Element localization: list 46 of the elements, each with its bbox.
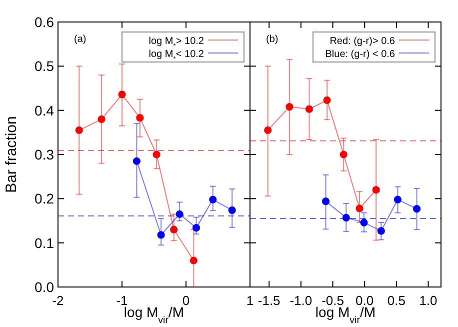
point bbox=[228, 206, 236, 214]
annotation: (b) bbox=[266, 34, 278, 45]
point bbox=[170, 226, 178, 234]
y-axis-title: Bar fraction bbox=[3, 116, 20, 193]
point bbox=[190, 256, 198, 264]
point bbox=[340, 150, 348, 158]
annotation: (a) bbox=[74, 34, 86, 45]
y-tick-label: 0.2 bbox=[34, 190, 54, 207]
y-tick-label: 0.5 bbox=[34, 58, 54, 74]
point bbox=[176, 210, 184, 218]
x-tick-label: 1 bbox=[246, 293, 254, 308]
point bbox=[286, 103, 294, 111]
point bbox=[157, 231, 165, 239]
y-tick-label: 0.4 bbox=[34, 102, 54, 118]
point bbox=[360, 218, 368, 226]
legend-label: Red: (g-r)> 0.6 bbox=[330, 36, 396, 47]
point bbox=[322, 198, 330, 206]
point bbox=[264, 126, 272, 134]
point bbox=[342, 214, 350, 222]
x-tick-label: 0 bbox=[182, 293, 190, 308]
point bbox=[132, 157, 141, 165]
legend-label: log M$_{*}$< 10.2 bbox=[148, 49, 204, 62]
point bbox=[152, 150, 160, 158]
point bbox=[305, 105, 314, 113]
point bbox=[209, 196, 217, 204]
y-tick-label: 0.6 bbox=[34, 14, 54, 30]
legend-label: Blue: (g-r) < 0.6 bbox=[325, 49, 396, 60]
point bbox=[323, 96, 331, 104]
point bbox=[372, 186, 380, 194]
legend-label: log M$_{*}$> 10.2 bbox=[148, 36, 204, 50]
point bbox=[413, 205, 421, 213]
point bbox=[356, 204, 364, 212]
point bbox=[98, 115, 106, 123]
x-tick-label: -2 bbox=[52, 293, 64, 308]
point bbox=[394, 196, 402, 204]
point bbox=[377, 227, 385, 235]
x-tick-label: -1.5 bbox=[258, 293, 280, 308]
point bbox=[136, 114, 144, 122]
y-tick-label: 0.1 bbox=[34, 234, 54, 251]
y-tick-label: 0.3 bbox=[34, 146, 54, 162]
x-tick-label: 1.0 bbox=[419, 293, 438, 308]
x-tick-label: 0.5 bbox=[387, 293, 406, 308]
x-tick-label: -1.0 bbox=[290, 293, 312, 308]
point bbox=[75, 126, 83, 134]
point bbox=[118, 90, 126, 98]
y-tick-label: 0.0 bbox=[34, 279, 54, 295]
